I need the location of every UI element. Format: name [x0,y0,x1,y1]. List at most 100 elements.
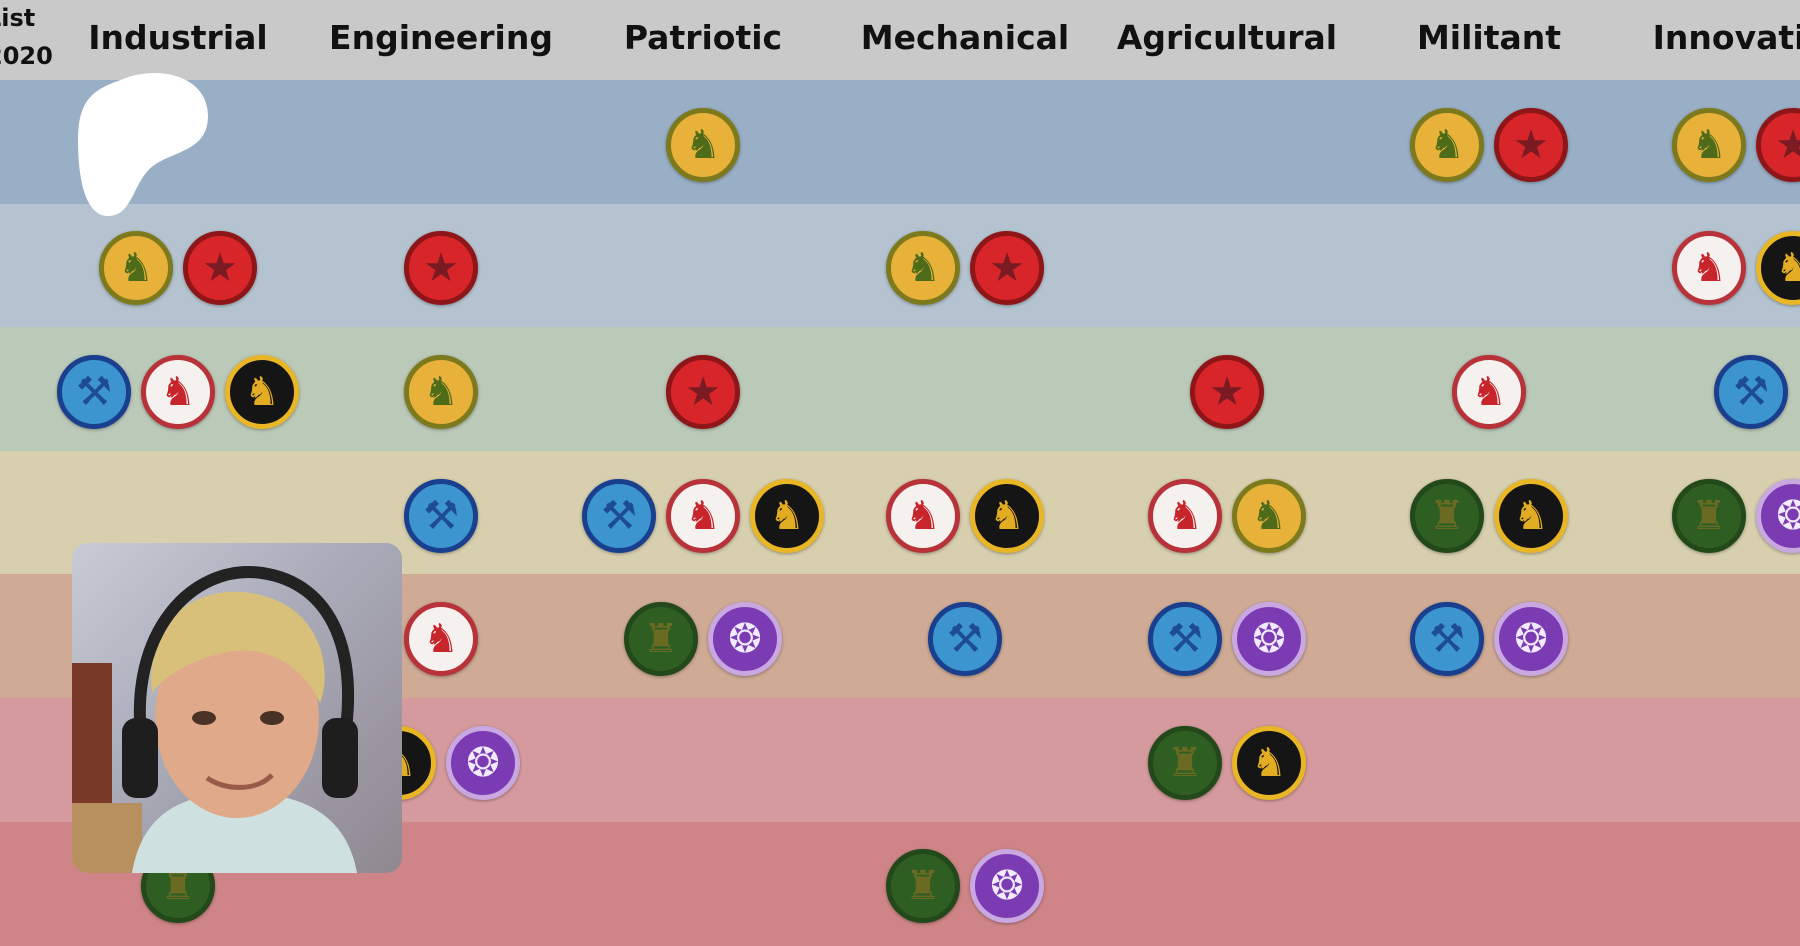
faction-token-rusviet: ★ [404,231,478,306]
faction-token-crimea: ♞ [404,354,478,429]
faction-token-rusviet: ★ [183,231,257,306]
faction-token-crimea: ♞ [1672,107,1746,182]
column-header-industrial: Industrial [88,18,268,57]
horse-icon: ♞ [1251,492,1287,539]
horse-icon: ♞ [118,245,154,292]
faction-token-polania: ♞ [1148,478,1222,553]
faction-token-nordic: ⚒ [582,478,656,553]
swirl-icon: ❂ [990,863,1024,910]
bear-icon: ♞ [1691,245,1727,292]
bear-icon: ♞ [905,492,941,539]
faction-token-saxony: ♞ [1494,478,1568,553]
faction-token-rusviet: ★ [1494,107,1568,182]
tier-row-1: ♞ ♞ ★ ♞ ★ [0,80,1800,205]
star-icon: ★ [423,245,459,292]
faction-token-crimea: ♞ [99,231,173,306]
faction-token-togawa: ❂ [1232,602,1306,677]
streamer-portrait [72,566,358,873]
faction-token-saxony: ♞ [970,478,1044,553]
faction-token-polania: ♞ [1452,354,1526,429]
horse-icon: ♞ [423,368,459,415]
star-icon: ★ [1513,121,1549,168]
wolf-icon: ♞ [1251,739,1287,786]
faction-token-albion: ♜ [1672,478,1746,553]
star-icon: ★ [685,368,721,415]
tier-row-2: ♞ ★ ★ ♞ ★ ♞ ♞ [0,203,1800,329]
faction-token-polania: ♞ [1672,231,1746,306]
faction-token-togawa: ❂ [1494,602,1568,677]
column-header-bar: List 2020 Industrial Engineering Patriotic… [0,0,1800,80]
bear-icon: ♞ [160,368,196,415]
faction-token-nordic: ⚒ [1714,354,1788,429]
faction-token-albion: ♜ [1410,478,1484,553]
hammer-icon: ⚒ [423,492,459,539]
column-header-patriotic: Patriotic [623,18,783,57]
bear-icon: ♞ [685,492,721,539]
faction-token-crimea: ♞ [666,107,740,182]
faction-token-albion: ♜ [886,849,960,924]
boar-icon: ♜ [160,863,196,910]
wolf-icon: ♞ [989,492,1025,539]
faction-token-rusviet: ★ [1756,107,1800,182]
faction-token-polania: ♞ [886,478,960,553]
corner-title-line2: 2020 [0,42,53,70]
hammer-icon: ⚒ [1429,616,1465,663]
faction-token-rusviet: ★ [666,354,740,429]
hammer-icon: ⚒ [1167,616,1203,663]
swirl-icon: ❂ [728,616,762,663]
faction-token-togawa: ❂ [708,602,782,677]
faction-token-nordic: ⚒ [404,478,478,553]
bear-icon: ♞ [1471,368,1507,415]
star-icon: ★ [989,245,1025,292]
faction-token-rusviet: ★ [970,231,1044,306]
faction-token-togawa: ❂ [446,725,520,800]
bear-icon: ♞ [1167,492,1203,539]
star-icon: ★ [1209,368,1245,415]
wolf-icon: ♞ [1513,492,1549,539]
white-blob-overlay [78,73,208,216]
column-header-mechanical: Mechanical [860,18,1070,57]
hammer-icon: ⚒ [601,492,637,539]
faction-token-crimea: ♞ [886,231,960,306]
star-icon: ★ [202,245,238,292]
faction-token-nordic: ⚒ [1148,602,1222,677]
faction-token-nordic: ⚒ [928,602,1002,677]
faction-token-crimea: ♞ [1410,107,1484,182]
boar-icon: ♜ [1167,739,1203,786]
hammer-icon: ⚒ [947,616,983,663]
bear-icon: ♞ [423,616,459,663]
faction-token-crimea: ♞ [1232,478,1306,553]
faction-token-nordic: ⚒ [1410,602,1484,677]
boar-icon: ♜ [1429,492,1465,539]
hammer-icon: ⚒ [1733,368,1769,415]
column-header-innovative: Innovative [1652,18,1800,57]
horse-icon: ♞ [1429,121,1465,168]
faction-token-polania: ♞ [141,354,215,429]
swirl-icon: ❂ [1514,616,1548,663]
faction-token-togawa: ❂ [970,849,1044,924]
faction-token-nordic: ⚒ [57,354,131,429]
swirl-icon: ❂ [466,739,500,786]
webcam-overlay [72,543,402,873]
faction-token-rusviet: ★ [1190,354,1264,429]
faction-token-saxony: ♞ [1756,231,1800,306]
swirl-icon: ❂ [1776,492,1800,539]
boar-icon: ♜ [643,616,679,663]
wolf-icon: ♞ [1775,245,1800,292]
boar-icon: ♜ [905,863,941,910]
star-icon: ★ [1775,121,1800,168]
wolf-icon: ♞ [769,492,805,539]
faction-token-albion: ♜ [624,602,698,677]
horse-icon: ♞ [685,121,721,168]
swirl-icon: ❂ [1252,616,1286,663]
faction-token-saxony: ♞ [225,354,299,429]
faction-token-polania: ♞ [404,602,478,677]
faction-token-polania: ♞ [666,478,740,553]
faction-token-saxony: ♞ [1232,725,1306,800]
hammer-icon: ⚒ [76,368,112,415]
horse-icon: ♞ [1691,121,1727,168]
boar-icon: ♜ [1691,492,1727,539]
column-header-engineering: Engineering [329,18,553,57]
horse-icon: ♞ [905,245,941,292]
faction-token-albion: ♜ [1148,725,1222,800]
